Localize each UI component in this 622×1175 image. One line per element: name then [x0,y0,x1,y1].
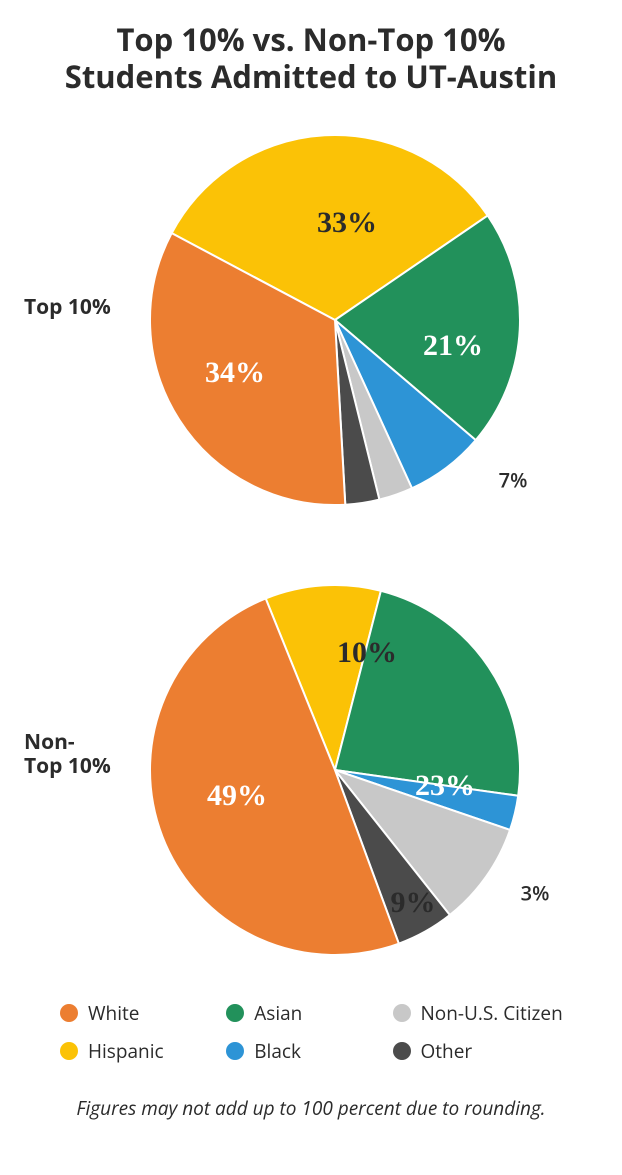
slice-label-other: 3% [351,519,380,520]
legend-swatch [393,1042,411,1060]
legend-swatch [60,1004,78,1022]
side-label-nontop10: Non- Top 10% [24,730,111,778]
legend-label: White [88,1000,139,1026]
slice-label-white: 34% [205,356,265,389]
legend-swatch [226,1004,244,1022]
slice-label-hispanic: 33% [317,206,377,239]
legend-swatch [226,1042,244,1060]
legend-label: Other [421,1038,473,1064]
pie-chart-nontop10: 10% 23% 3% 9% 5% 49% Non- Top 10% [0,570,622,970]
footnote: Figures may not add up to 100 percent du… [0,1095,622,1121]
legend: White Asian Non-U.S. Citizen Hispanic Black O… [60,1000,580,1064]
side-label-top10: Top 10% [24,295,111,319]
legend-swatch [393,1004,411,1022]
legend-item: Other [393,1038,581,1064]
figure-root: Top 10% vs. Non-Top 10% Students Admitte… [0,0,622,1175]
slice-label-other: 5% [351,969,380,970]
legend-label: Black [254,1038,301,1064]
legend-item: Asian [226,1000,382,1026]
legend-label: Asian [254,1000,302,1026]
legend-label: Hispanic [88,1038,164,1064]
figure-title: Top 10% vs. Non-Top 10% Students Admitte… [0,22,622,96]
slice-label-asian: 21% [423,329,483,362]
slice-label-hispanic: 10% [337,636,397,669]
legend-item: Black [226,1038,382,1064]
pie-chart-top10: 33% 21% 7% 3% 3% 34% Top 10% [0,120,622,520]
slice-label-black: 7% [499,466,528,493]
legend-item: Non-U.S. Citizen [393,1000,581,1026]
legend-swatch [60,1042,78,1060]
legend-item: Hispanic [60,1038,216,1064]
slice-label-black: 3% [521,879,550,906]
slice-label-asian: 23% [415,769,475,802]
slice-label-white: 49% [207,779,267,812]
legend-item: White [60,1000,216,1026]
slice-label-nonus: 9% [391,886,436,919]
slice-label-nonus: 3% [413,519,442,520]
legend-label: Non-U.S. Citizen [421,1000,563,1026]
